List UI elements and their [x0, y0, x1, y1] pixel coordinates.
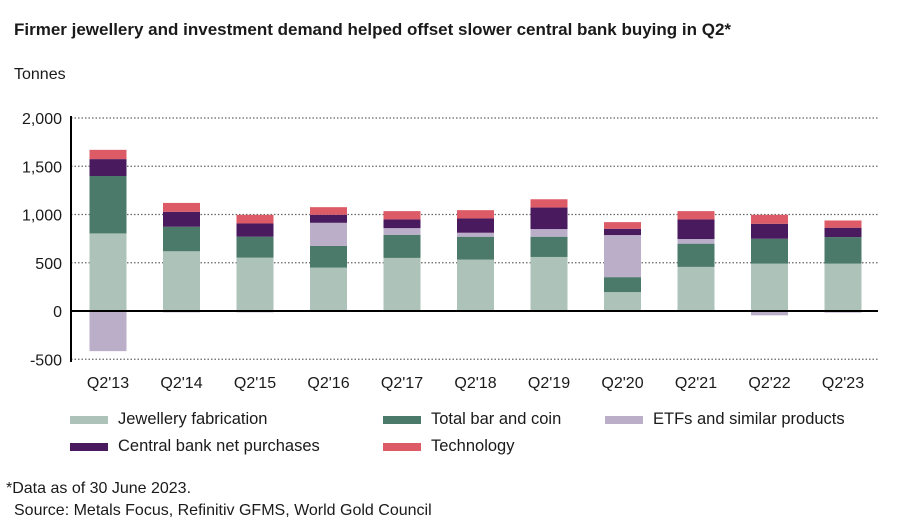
- footnote: *Data as of 30 June 2023.: [6, 480, 192, 497]
- bar-segment: [236, 236, 274, 258]
- x-tick-label: Q2'16: [307, 375, 349, 392]
- y-axis-label: Tonnes: [14, 66, 66, 83]
- bar-segment: [604, 222, 641, 229]
- bar-segment: [751, 214, 788, 224]
- x-tick-label: Q2'14: [160, 375, 202, 392]
- bar-segment: [383, 228, 421, 235]
- bar-segment: [677, 219, 715, 240]
- bar-segment: [751, 263, 788, 311]
- stacked-bar-chart: -500 0 500 1,000 1,500 2,000 Q2'13 Q2'14 Q2'15 Q2…: [22, 111, 878, 392]
- bar-segment: [383, 211, 421, 220]
- bar-segment: [604, 292, 641, 311]
- bar-segment: [677, 239, 715, 244]
- bar-segment: [89, 311, 127, 352]
- bar-segment: [236, 214, 274, 224]
- legend-label: Jewellery fabrication: [118, 410, 268, 428]
- bar-segment: [530, 199, 568, 208]
- bar-segment: [310, 222, 347, 246]
- bar-segment: [457, 259, 494, 311]
- x-tick-label: Q2'19: [528, 375, 570, 392]
- bar-segment: [457, 232, 494, 237]
- legend-item-jewellery: Jewellery fabrication: [70, 410, 267, 429]
- y-tick-label: 1,500: [22, 159, 62, 176]
- bar-segment: [677, 243, 715, 267]
- bar-segment: [163, 211, 200, 227]
- bar-segment: [89, 159, 127, 176]
- bar-segment: [824, 263, 862, 311]
- legend-item-central-bank: Central bank net purchases: [70, 437, 320, 456]
- x-tick-label: Q2'23: [822, 375, 864, 392]
- bar-segment: [236, 257, 274, 311]
- y-tick-label: 2,000: [22, 111, 62, 128]
- x-tick-label: Q2'18: [454, 375, 496, 392]
- bar-segment: [677, 266, 715, 311]
- bar-segment: [383, 234, 421, 258]
- bar-segment: [310, 245, 347, 268]
- bar-segment: [163, 251, 200, 311]
- bar-segment: [824, 237, 862, 264]
- bar-segment: [310, 214, 347, 223]
- bar-segment: [604, 235, 641, 278]
- bar-segment: [383, 219, 421, 229]
- legend-swatch: [383, 415, 421, 424]
- legend-item-bar-coin: Total bar and coin: [383, 410, 561, 429]
- x-tick-label: Q2'20: [601, 375, 643, 392]
- x-tick-label: Q2'21: [675, 375, 717, 392]
- legend-item-etfs: ETFs and similar products: [605, 410, 845, 429]
- bar-segment: [310, 207, 347, 215]
- legend-label: Technology: [431, 437, 515, 455]
- bar-segment: [457, 218, 494, 233]
- bar-segment: [824, 227, 862, 238]
- bar-segment: [604, 228, 641, 236]
- source-note: Source: Metals Focus, Refinitiv GFMS, Wo…: [14, 502, 432, 519]
- bar-segment: [530, 236, 568, 257]
- bar-segment: [751, 311, 788, 316]
- bar-segment: [530, 229, 568, 237]
- y-tick-label: -500: [30, 352, 62, 369]
- legend-swatch: [70, 442, 108, 451]
- x-tick-label: Q2'17: [381, 375, 423, 392]
- y-tick-label: 0: [53, 304, 62, 321]
- bar-segment: [236, 223, 274, 237]
- legend-item-technology: Technology: [383, 437, 514, 456]
- bar-segment: [530, 207, 568, 230]
- bar-segment: [89, 233, 127, 311]
- bar-segment: [751, 223, 788, 239]
- bar-segment: [604, 277, 641, 293]
- x-tick-label: Q2'13: [87, 375, 129, 392]
- bar-segment: [163, 226, 200, 252]
- bar-segment: [89, 175, 127, 234]
- bar-segment: [751, 238, 788, 264]
- legend-swatch: [605, 415, 643, 424]
- legend-swatch: [383, 442, 421, 451]
- legend-swatch: [70, 415, 108, 424]
- bar-segment: [824, 220, 862, 228]
- bar-segment: [457, 236, 494, 260]
- bar-segment: [383, 257, 421, 311]
- y-tick-label: 500: [35, 256, 62, 273]
- bar-segment: [310, 267, 347, 311]
- legend-label: Central bank net purchases: [118, 437, 320, 455]
- bar-segment: [89, 149, 127, 160]
- legend-label: ETFs and similar products: [653, 410, 845, 428]
- bar-segment: [530, 256, 568, 311]
- chart-title: Firmer jewellery and investment demand h…: [14, 20, 732, 39]
- x-tick-label: Q2'22: [748, 375, 790, 392]
- y-tick-label: 1,000: [22, 208, 62, 225]
- bar-segment: [457, 210, 494, 219]
- bar-segment: [677, 211, 715, 220]
- x-tick-label: Q2'15: [234, 375, 276, 392]
- legend-label: Total bar and coin: [431, 410, 562, 428]
- bar-segment: [163, 202, 200, 212]
